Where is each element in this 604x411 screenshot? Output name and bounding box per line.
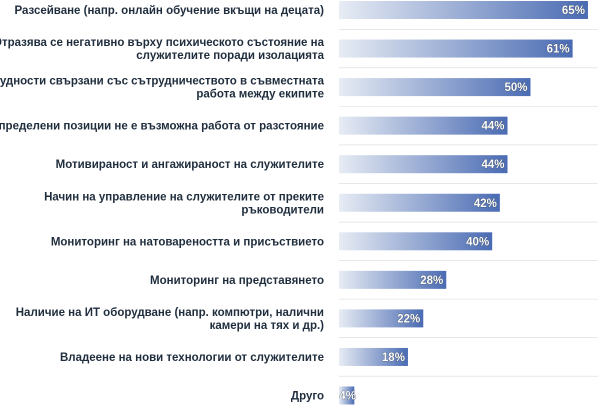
category-label: Мотивираност и ангажираност на служители…	[56, 159, 324, 171]
category-label-line: ръководители	[241, 204, 324, 216]
value-labels-layer: 65% 61% 50% 44% 44% 42% 40% 28% 22% 18% 4%	[339, 5, 585, 403]
category-label: Начин на управление на служителите от пр…	[44, 191, 324, 216]
value-label: 28%	[420, 275, 443, 287]
category-labels-layer: Разсейване (напр. онлайн обучение вкъщи …	[0, 5, 325, 403]
bar	[339, 270, 447, 289]
category-label-line: Трудности свързани със сътрудничеството …	[0, 76, 325, 88]
category-label: Отразява се негативно върху психическото…	[0, 37, 325, 62]
value-label: 61%	[547, 44, 570, 56]
category-label-line: камери на тях и др.)	[210, 320, 325, 332]
category-label-line: работа между екипите	[196, 89, 324, 101]
value-label: 50%	[504, 82, 527, 94]
value-label: 18%	[382, 352, 405, 364]
bar	[339, 78, 531, 97]
value-label: 44%	[481, 121, 504, 133]
bar	[339, 386, 355, 405]
bar	[339, 116, 508, 135]
bar	[339, 309, 424, 328]
category-label-line: Разсейване (напр. онлайн обучение вкъщи …	[14, 5, 324, 17]
value-label: 4%	[339, 391, 356, 403]
category-label-line: Наличие на ИТ оборудване (напр. компютри…	[16, 307, 324, 319]
value-label: 44%	[481, 159, 504, 171]
category-label-line: Мониторинг на натовареността и присъстви…	[51, 236, 324, 248]
category-label: Мониторинг на представянето	[150, 275, 324, 287]
bar	[339, 193, 500, 212]
bar	[339, 155, 508, 174]
bar	[339, 1, 588, 19]
value-label: 65%	[562, 5, 585, 17]
category-label-line: Мотивираност и ангажираност на служители…	[56, 159, 324, 171]
category-label: За определени позиции не е възможна рабо…	[0, 121, 324, 133]
value-label: 40%	[466, 236, 489, 248]
category-label-line: Друго	[291, 391, 324, 403]
category-label: Разсейване (напр. онлайн обучение вкъщи …	[14, 5, 324, 17]
category-label-line: служителите поради изолацията	[136, 50, 324, 62]
category-label: Друго	[291, 391, 324, 403]
category-label: Мониторинг на натовареността и присъстви…	[51, 236, 324, 248]
category-label: Трудности свързани със сътрудничеството …	[0, 76, 325, 101]
value-label: 42%	[474, 198, 497, 210]
value-label: 22%	[397, 313, 420, 325]
bar	[339, 347, 408, 366]
bars-layer	[339, 1, 598, 405]
bar	[339, 232, 493, 251]
bar	[339, 39, 573, 58]
category-label: Наличие на ИТ оборудване (напр. компютри…	[16, 307, 324, 332]
category-label-line: Владеене на нови технологии от служители…	[60, 352, 324, 364]
category-label: Владеене на нови технологии от служители…	[60, 352, 324, 364]
category-label-line: Отразява се негативно върху психическото…	[0, 37, 325, 49]
category-label-line: За определени позиции не е възможна рабо…	[0, 121, 324, 133]
category-label-line: Начин на управление на служителите от пр…	[44, 191, 324, 203]
category-label-line: Мониторинг на представянето	[150, 275, 324, 287]
